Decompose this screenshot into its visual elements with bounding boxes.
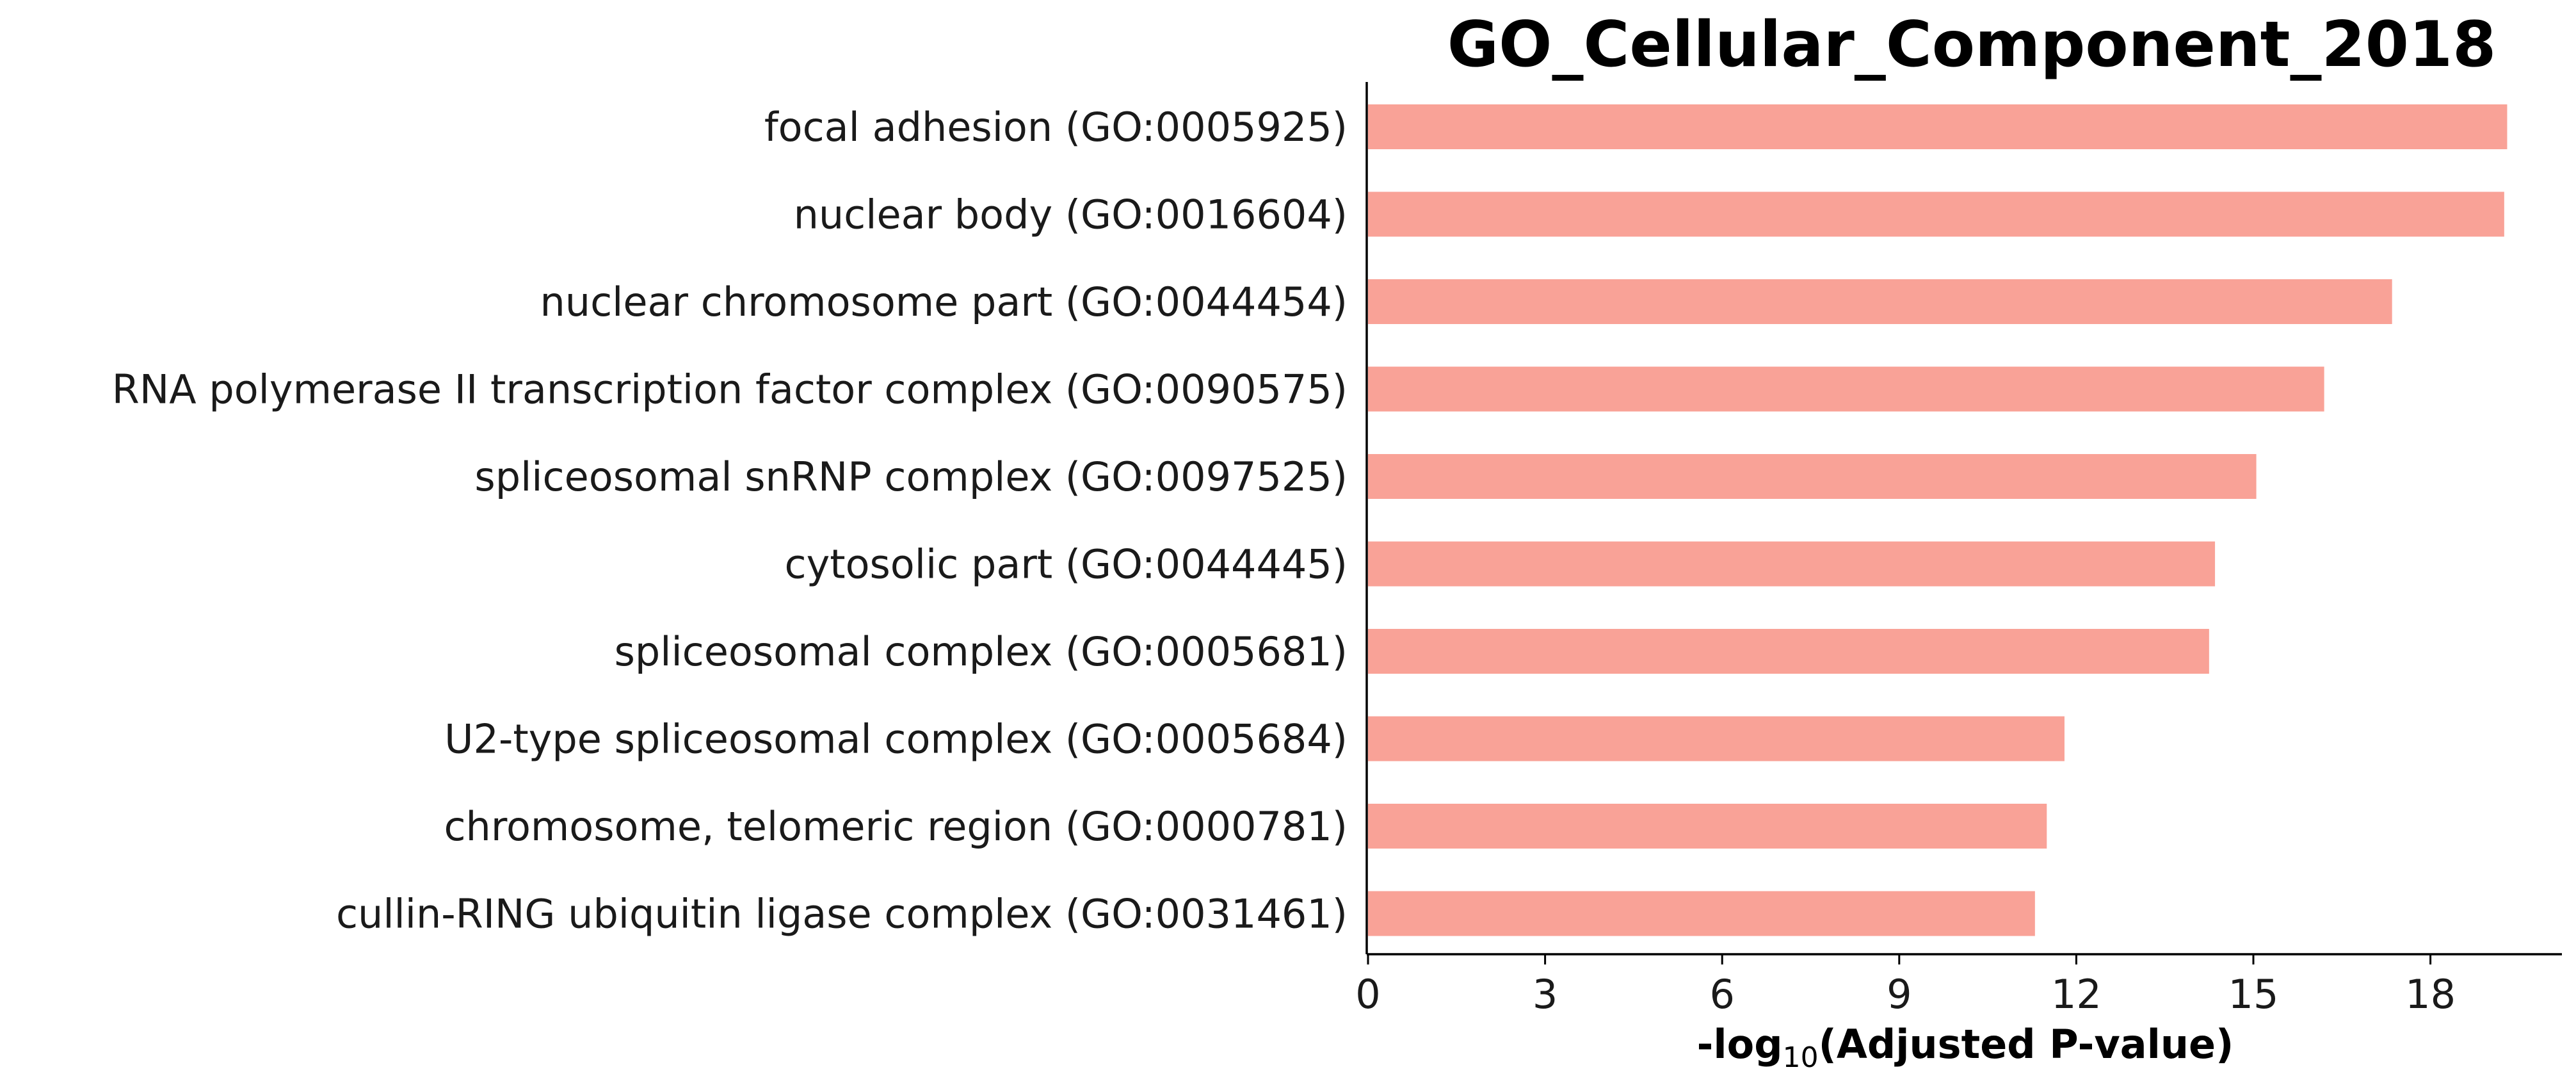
x-tick-label: 0 — [1355, 971, 1380, 1018]
x-axis-label-suffix: (Adjusted P-value) — [1819, 1021, 2234, 1068]
x-tick-label: 9 — [1887, 971, 1912, 1018]
category-label: spliceosomal snRNP complex (GO:0097525) — [474, 453, 1348, 500]
x-ticks: 0 3 6 9 12 15 18 — [1355, 954, 2456, 1018]
x-axis-label-prefix: -log — [1697, 1021, 1783, 1068]
x-tick-label: 6 — [1709, 971, 1734, 1018]
x-axis-label-subscript: 10 — [1783, 1041, 1819, 1074]
bars-group — [1368, 104, 2508, 936]
bar — [1368, 279, 2392, 324]
bar — [1368, 366, 2324, 412]
axes — [1365, 82, 2562, 956]
category-label: cytosolic part (GO:0044445) — [784, 541, 1348, 588]
chart-title: GO_Cellular_Component_2018 — [1447, 8, 2497, 81]
bar — [1368, 629, 2209, 674]
bar — [1368, 191, 2504, 237]
x-tick-label: 15 — [2228, 971, 2279, 1018]
category-label: spliceosomal complex (GO:0005681) — [615, 628, 1348, 675]
x-tick-label: 3 — [1533, 971, 1558, 1018]
category-label: nuclear chromosome part (GO:0044454) — [540, 279, 1348, 325]
x-axis-label: -log10(Adjusted P-value) — [1697, 1021, 2234, 1074]
x-tick-label: 18 — [2405, 971, 2456, 1018]
bar — [1368, 716, 2065, 761]
bar — [1368, 891, 2035, 936]
bar — [1368, 541, 2216, 587]
x-tick-label: 12 — [2051, 971, 2102, 1018]
category-label: chromosome, telomeric region (GO:0000781… — [444, 803, 1348, 850]
bar — [1368, 104, 2508, 149]
category-label: U2-type spliceosomal complex (GO:0005684… — [444, 716, 1348, 763]
category-label: focal adhesion (GO:0005925) — [764, 104, 1348, 150]
category-label: RNA polymerase II transcription factor c… — [112, 366, 1348, 413]
category-labels: focal adhesion (GO:0005925) nuclear body … — [112, 104, 1348, 938]
bar — [1368, 804, 2047, 849]
category-label: nuclear body (GO:0016604) — [794, 191, 1348, 238]
bar — [1368, 454, 2257, 499]
category-label: cullin-RING ubiquitin ligase complex (GO… — [336, 891, 1348, 938]
